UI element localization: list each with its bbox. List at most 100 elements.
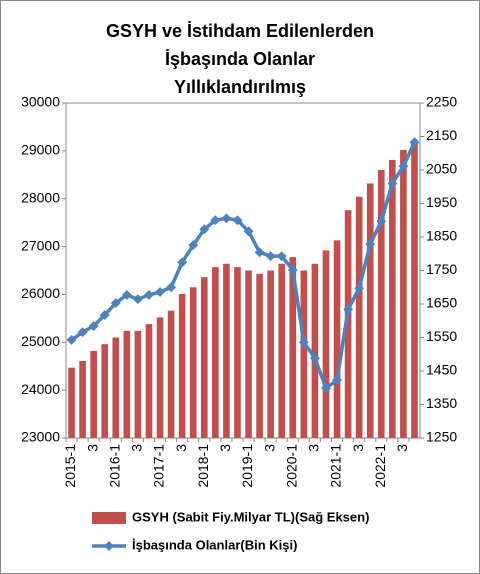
legend-label: GSYH (Sabit Fiy.Milyar TL)(Sağ Eksen) [132,509,369,524]
bar [79,360,86,438]
legend-swatch [104,541,114,551]
bar [311,263,319,438]
y-tick-label: 28000 [21,189,60,205]
line-marker [321,383,331,394]
x-tick-label: 2020-1 [283,444,299,488]
y2-tick-label: 1850 [426,228,457,244]
bar [112,337,120,438]
y2-tick-label: 1550 [426,328,457,344]
bar [101,344,109,438]
x-tick-label: 2017-1 [151,444,167,488]
y-tick-label: 26000 [21,285,60,301]
chart-title: GSYH ve İstihdam Edilenlerden [106,21,374,41]
line-marker [177,257,188,268]
line-marker [343,304,354,315]
line-marker [354,283,365,294]
bar [245,270,252,438]
bar [389,159,396,438]
y-tick-label: 29000 [21,142,60,158]
bar [167,310,175,438]
y2-tick-label: 2150 [426,127,457,143]
x-tick-label: 3 [350,444,366,452]
line-marker [166,282,177,293]
line-marker [298,337,309,348]
bar [145,324,153,438]
line-marker [409,137,420,148]
y-tick-label: 30000 [21,94,60,110]
line-marker [287,265,298,275]
x-tick-label: 2021-1 [328,444,344,488]
line-marker [243,226,254,237]
y2-tick-label: 1350 [426,395,457,411]
y-tick-label: 23000 [21,429,60,445]
line-marker [144,289,154,300]
bar [355,196,363,438]
y-tick-label: 24000 [21,381,60,397]
bar [377,170,385,438]
bar [234,267,241,438]
line-marker [254,247,265,258]
bar [189,287,197,438]
bar [267,270,274,438]
line-marker [155,287,165,297]
line-marker [210,215,221,226]
y2-tick-label: 2050 [426,161,457,177]
bar [289,257,297,438]
bar [300,270,308,438]
bar [366,183,374,438]
bar [68,367,75,438]
bar [212,267,219,438]
line-marker [265,251,276,262]
legend-swatch [92,512,126,524]
line-marker [188,240,199,251]
bar [344,210,352,438]
line-marker [199,224,210,235]
x-tick-label: 3 [173,444,189,452]
chart-title: İşbaşında Olanlar [165,49,315,69]
line-marker [309,353,320,364]
bar [278,263,286,438]
bar [400,149,407,438]
x-tick-label: 2016-1 [106,444,122,488]
x-tick-label: 2019-1 [239,444,255,488]
line-marker [221,213,232,224]
x-tick-label: 3 [261,444,277,452]
y2-tick-label: 1750 [426,261,457,277]
bar [178,293,186,438]
x-tick-label: 3 [129,444,145,452]
y2-tick-label: 1950 [426,194,457,210]
y-tick-label: 25000 [21,333,60,349]
y-tick-label: 27000 [21,237,60,253]
bar [156,317,164,438]
x-tick-label: 3 [84,444,100,452]
line-marker [132,294,143,305]
x-tick-label: 2022-1 [372,444,388,488]
line-marker [376,216,387,227]
line-marker [232,215,243,226]
line-marker [276,251,287,262]
x-tick-label: 3 [306,444,322,452]
bar [256,273,263,438]
line-marker [332,375,342,386]
y2-tick-label: 1650 [426,295,457,311]
bar [411,143,418,438]
bar [322,250,330,438]
bar [200,277,208,438]
bar [90,350,97,438]
line-marker [387,178,398,189]
y2-tick-label: 2250 [426,94,457,110]
bar [333,240,341,438]
bar [123,330,131,438]
x-tick-label: 2018-1 [195,444,211,488]
x-tick-label: 3 [217,444,233,452]
bar [134,330,142,438]
x-tick-label: 3 [394,444,410,452]
y2-tick-label: 1450 [426,362,457,378]
line-marker [365,239,376,250]
legend-label: İşbaşında Olanlar(Bin Kişi) [132,537,297,552]
y2-tick-label: 1250 [426,429,457,445]
line-marker [398,161,409,172]
bar [223,263,230,438]
x-tick-label: 2015-1 [62,444,78,488]
